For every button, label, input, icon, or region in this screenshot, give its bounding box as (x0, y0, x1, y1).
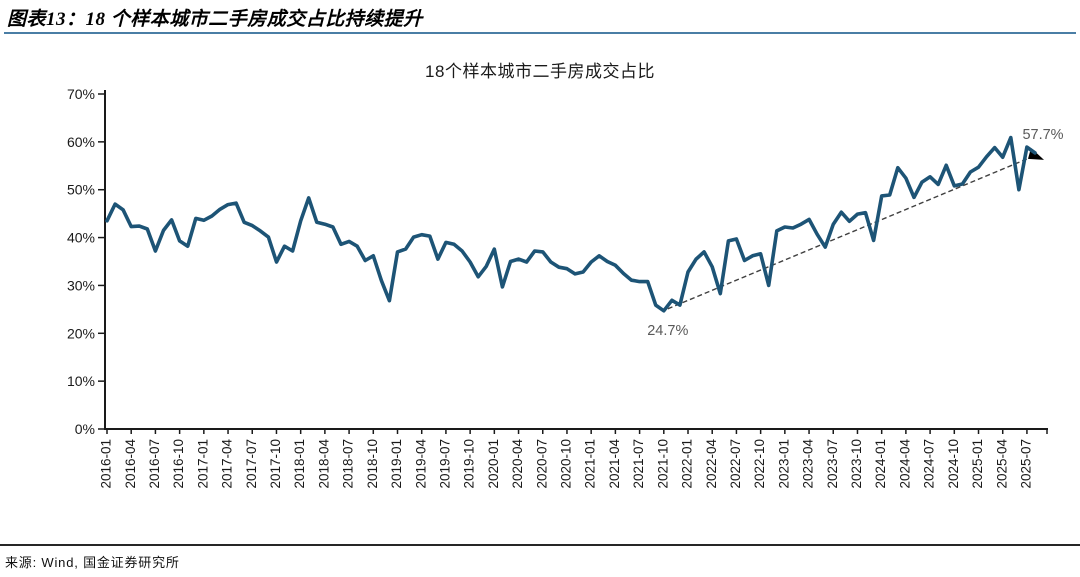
x-tick-label: 2021-01 (583, 439, 598, 489)
source-note: 来源: Wind, 国金证券研究所 (5, 555, 180, 570)
x-tick-label: 2024-10 (946, 439, 961, 489)
x-tick-label: 2017-01 (195, 439, 210, 489)
annotation-latest-label: 57.7% (1022, 127, 1063, 143)
x-tick-label: 2020-07 (534, 439, 549, 489)
trend-dashed-line (667, 156, 1033, 310)
x-tick-label: 2019-01 (389, 439, 404, 489)
x-tick-label: 2021-10 (655, 439, 670, 489)
x-tick-label: 2019-07 (437, 439, 452, 489)
x-tick-label: 2022-01 (680, 439, 695, 489)
y-tick-label: 20% (67, 325, 95, 341)
x-tick-label: 2025-01 (970, 439, 985, 489)
x-tick-label: 2024-04 (897, 439, 912, 489)
x-tick-label: 2023-01 (776, 439, 791, 489)
x-tick-label: 2020-01 (486, 439, 501, 489)
x-tick-label: 2025-07 (1018, 439, 1033, 489)
x-tick-label: 2018-04 (316, 439, 331, 489)
x-tick-label: 2018-10 (365, 439, 380, 489)
x-tick-label: 2022-04 (704, 439, 719, 489)
figure-caption: 图表13：18 个样本城市二手房成交占比持续提升 (7, 9, 423, 30)
x-tick-label: 2019-10 (462, 439, 477, 489)
x-tick-label: 2024-07 (922, 439, 937, 489)
y-tick-label: 10% (67, 373, 95, 389)
y-tick-label: 60% (67, 134, 95, 150)
y-tick-label: 0% (75, 421, 95, 437)
x-tick-label: 2016-01 (99, 439, 114, 489)
x-tick-label: 2023-10 (849, 439, 864, 489)
x-tick-label: 2016-04 (123, 439, 138, 489)
x-tick-label: 2025-04 (994, 439, 1009, 489)
x-tick-label: 2020-04 (510, 439, 525, 489)
x-tick-label: 2024-01 (873, 439, 888, 489)
x-tick-label: 2017-04 (220, 439, 235, 489)
y-tick-label: 50% (67, 182, 95, 198)
series-line (105, 135, 1037, 313)
footer-divider (0, 544, 1080, 546)
x-tick-label: 2022-07 (728, 439, 743, 489)
x-tick-label: 2020-10 (559, 439, 574, 489)
y-tick-label: 40% (67, 230, 95, 246)
x-tick-label: 2018-01 (292, 439, 307, 489)
y-tick-label: 70% (67, 86, 95, 102)
x-tick-label: 2016-10 (171, 439, 186, 489)
x-tick-label: 2023-04 (801, 439, 816, 489)
x-tick-label: 2017-10 (268, 439, 283, 489)
x-tick-label: 2018-07 (341, 439, 356, 489)
header-divider (4, 32, 1076, 34)
annotation-min-label: 24.7% (647, 323, 688, 339)
chart-title: 18个样本城市二手房成交占比 (425, 62, 655, 81)
x-tick-label: 2016-07 (147, 439, 162, 489)
x-tick-label: 2023-07 (825, 439, 840, 489)
y-tick-label: 30% (67, 277, 95, 293)
x-tick-label: 2017-07 (244, 439, 259, 489)
x-tick-label: 2019-04 (413, 439, 428, 489)
x-tick-label: 2022-10 (752, 439, 767, 489)
x-tick-label: 2021-07 (631, 439, 646, 489)
x-tick-label: 2021-04 (607, 439, 622, 489)
